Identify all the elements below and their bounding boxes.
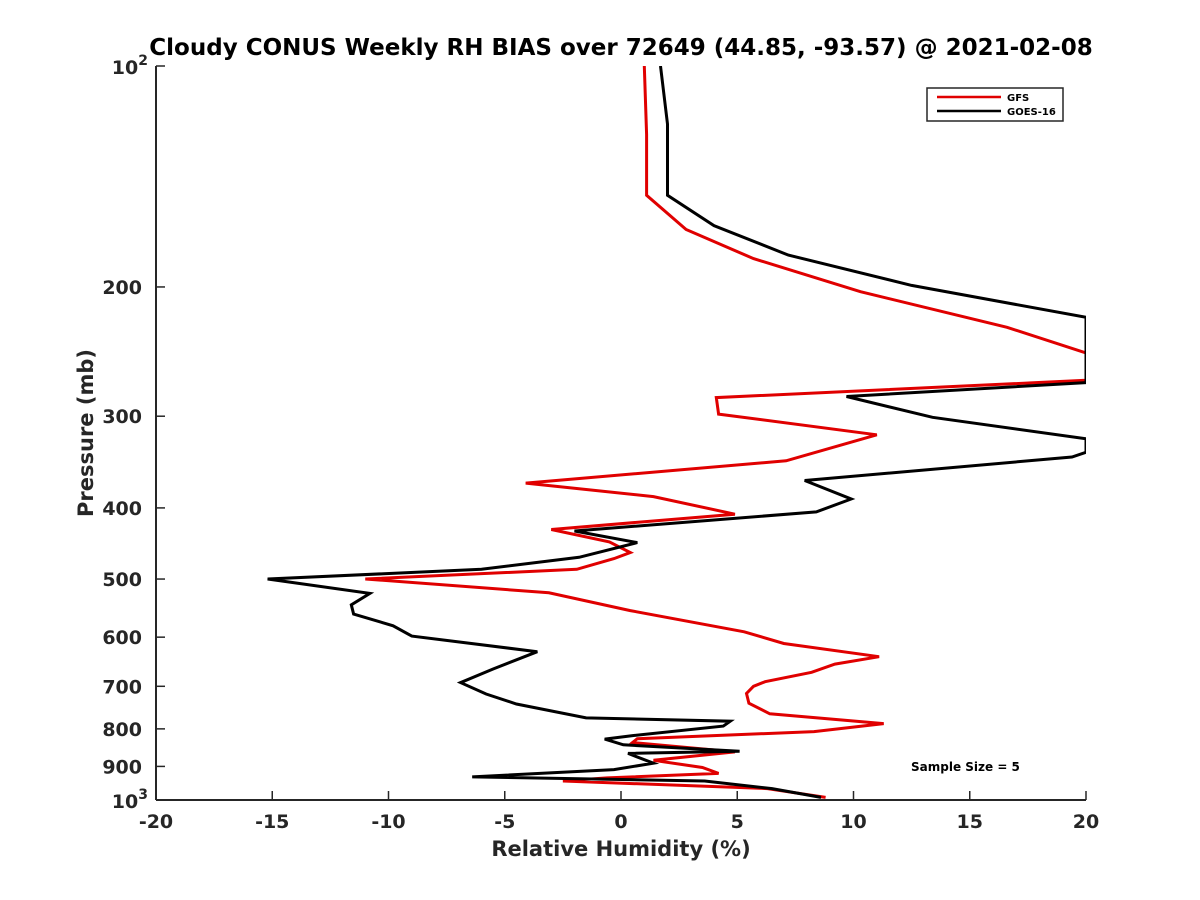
y-tick-label: 800	[102, 719, 142, 741]
legend: GFS GOES-16	[926, 87, 1064, 122]
y-tick-label: 400	[102, 498, 142, 520]
y-tick-label: 900	[102, 756, 142, 778]
y-tick-label: 200	[102, 277, 142, 299]
x-tick-label: 20	[1073, 811, 1099, 833]
x-tick-label: -20	[139, 811, 173, 833]
x-tick-label: 10	[840, 811, 866, 833]
x-tick-label: -5	[494, 811, 515, 833]
plot-area	[267, 66, 1086, 799]
axes	[155, 66, 1086, 801]
y-tick-label: 103	[112, 787, 148, 813]
y-axis-label: Pressure (mb)	[74, 349, 98, 517]
y-tick-label: 500	[102, 569, 142, 591]
legend-box	[926, 87, 1064, 122]
y-tick-label: 300	[102, 406, 142, 428]
legend-label-gfs: GFS	[1007, 93, 1029, 104]
x-tick-label: 15	[957, 811, 983, 833]
y-axis-ticks: 102 200 300 400 500 600 700 800 900 103	[102, 53, 165, 813]
series-line-goes-16	[267, 66, 1086, 799]
legend-label-goes16: GOES-16	[1007, 107, 1056, 118]
series-group	[267, 66, 1086, 799]
sample-size-annotation: Sample Size = 5	[911, 760, 1020, 774]
y-tick-label: 600	[102, 627, 142, 649]
x-tick-label: -15	[255, 811, 289, 833]
y-tick-label: 700	[102, 676, 142, 698]
x-tick-label: 5	[731, 811, 744, 833]
x-axis-ticks: -20 -15 -10 -5 0 5 10 15 20	[139, 791, 1099, 833]
chart-title: Cloudy CONUS Weekly RH BIAS over 72649 (…	[149, 35, 1092, 61]
x-axis-label: Relative Humidity (%)	[491, 837, 750, 861]
x-tick-label: 0	[614, 811, 627, 833]
y-tick-label: 102	[112, 53, 148, 79]
x-tick-label: -10	[371, 811, 405, 833]
